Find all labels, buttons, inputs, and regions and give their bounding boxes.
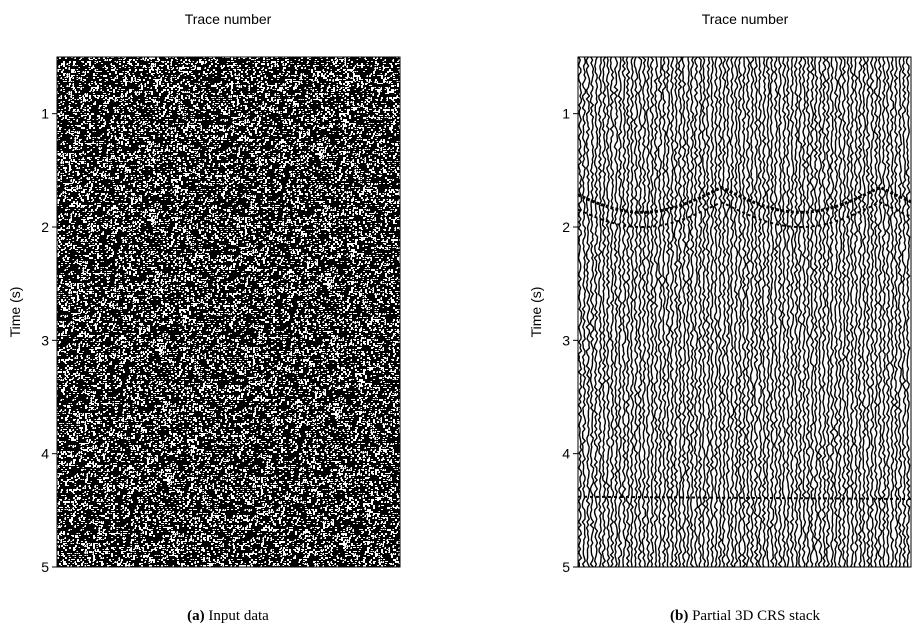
caption-text: Partial 3D CRS stack <box>692 608 820 624</box>
reflection-event <box>578 201 911 229</box>
noise-texture <box>57 57 400 567</box>
reflection-event <box>578 495 911 500</box>
y-tick-label: 4 <box>562 446 570 462</box>
y-tick-label: 3 <box>562 332 570 348</box>
seismic-section <box>57 57 400 567</box>
y-tick-label: 1 <box>562 106 570 122</box>
caption-text: Input data <box>208 608 269 624</box>
caption: (b) Partial 3D CRS stack <box>670 608 821 624</box>
y-tick-label: 5 <box>41 559 49 575</box>
x-axis-label: Trace number <box>702 11 789 27</box>
caption-label: (b) <box>670 608 688 624</box>
trace-wiggles <box>578 57 911 567</box>
caption-label: (a) <box>187 608 205 624</box>
plot-frame <box>56 56 401 568</box>
caption: (a) Input data <box>187 608 269 624</box>
y-tick-label: 2 <box>41 219 49 235</box>
y-axis-label: Time (s) <box>528 287 544 338</box>
y-axis-label: Time (s) <box>7 287 23 338</box>
y-tick-label: 2 <box>562 219 570 235</box>
plot-frame <box>577 56 912 568</box>
y-tick-label: 4 <box>41 446 49 462</box>
reflection-event <box>578 185 911 214</box>
y-tick-label: 5 <box>562 559 570 575</box>
y-tick-label: 1 <box>41 106 49 122</box>
y-tick-label: 3 <box>41 332 49 348</box>
x-axis-label: Trace number <box>185 11 272 27</box>
seismic-section <box>578 57 911 567</box>
